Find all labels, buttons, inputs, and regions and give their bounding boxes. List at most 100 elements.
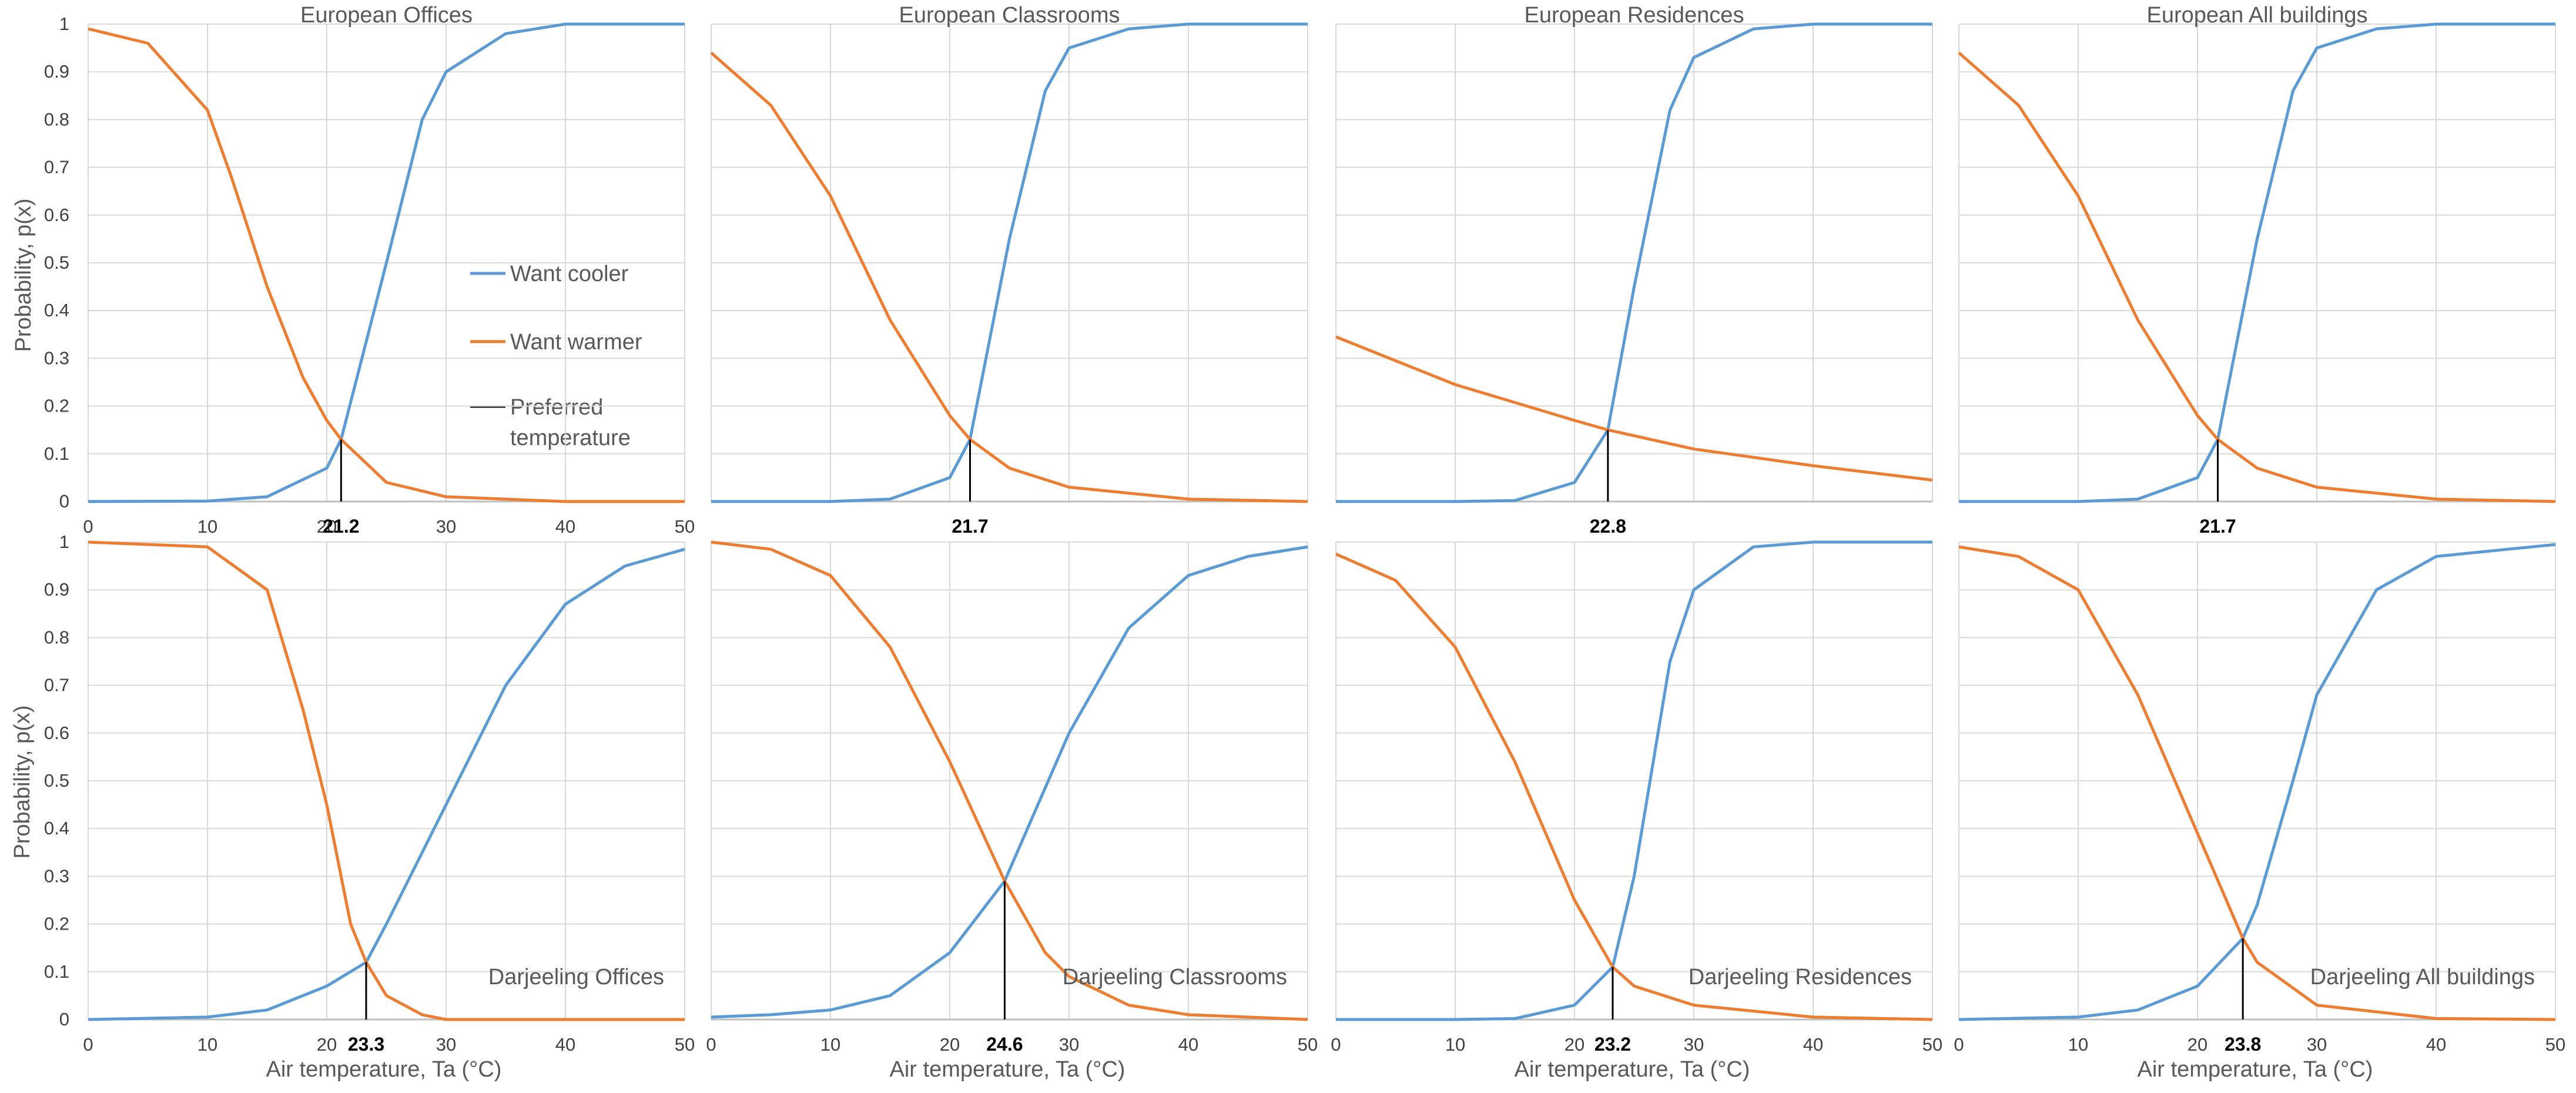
panel-7-title: Darjeeling Residences bbox=[1689, 965, 1912, 990]
panel-5-title: Darjeeling Offices bbox=[488, 965, 664, 990]
panel-5-x-tick-label: 0 bbox=[83, 1034, 93, 1055]
panel-1-y-tick-label: 0.3 bbox=[44, 347, 69, 368]
panel-1-y-tick-label: 0.9 bbox=[44, 61, 69, 82]
panel-2-title: European Classrooms bbox=[899, 3, 1120, 28]
legend-label-preferred-line1: Preferred bbox=[510, 395, 603, 420]
x-axis-title-3: Air temperature, Ta (°C) bbox=[1515, 1057, 1750, 1082]
panel-5-series-want-cooler bbox=[88, 547, 685, 1021]
panel-1-series-want-cooler bbox=[88, 22, 685, 503]
panel-1-x-tick-label: 40 bbox=[555, 516, 575, 537]
x-axis-title-1: Air temperature, Ta (°C) bbox=[266, 1057, 502, 1082]
panel-1-y-tick-label: 0.6 bbox=[44, 205, 69, 225]
panel-7-x-tick-label: 20 bbox=[1565, 1034, 1585, 1055]
panel-3-series-want-cooler bbox=[1336, 22, 1932, 503]
panel-5-preferred-label: 23.3 bbox=[348, 1034, 384, 1055]
panel-6: 0 10 20 30 40 50 24.6 Darjeeling Classrooms bbox=[706, 540, 1318, 1055]
panel-6-series-want-cooler bbox=[711, 545, 1308, 1019]
x-axis-title-4: Air temperature, Ta (°C) bbox=[2138, 1057, 2373, 1082]
panel-8-x-tick-label: 0 bbox=[1954, 1034, 1964, 1055]
panel-8-x-tick-label: 50 bbox=[2545, 1034, 2565, 1055]
panel-4-title: European All buildings bbox=[2146, 3, 2367, 28]
panel-6-x-tick-label: 0 bbox=[706, 1034, 716, 1055]
panel-3-preferred-label: 22.8 bbox=[1590, 516, 1626, 537]
panel-5-x-tick-label: 40 bbox=[555, 1034, 575, 1055]
panel-5-y-tick-label: 0.7 bbox=[44, 675, 69, 696]
panel-1-y-tick-label: 0 bbox=[59, 491, 69, 512]
panel-8-preferred-label: 23.8 bbox=[2225, 1034, 2261, 1055]
panel-1-y-tick-label: 0.2 bbox=[44, 396, 69, 416]
panel-1-x-tick-label: 50 bbox=[675, 516, 695, 537]
panel-8: 0 10 20 30 40 50 23.8 Darjeeling All buildings bbox=[1954, 542, 2565, 1055]
panel-5-y-tick-label: 1 bbox=[59, 532, 69, 552]
legend-label-preferred-line2: temperature bbox=[510, 426, 631, 450]
panel-5-y-tick-label: 0.1 bbox=[44, 961, 69, 982]
panel-1-title: European Offices bbox=[300, 3, 473, 28]
x-axis-title-2: Air temperature, Ta (°C) bbox=[890, 1057, 1125, 1082]
panel-8-x-tick-label: 10 bbox=[2068, 1034, 2088, 1055]
legend: Want cooler Want warmer Preferred temper… bbox=[470, 262, 642, 450]
panel-7-series-want-cooler bbox=[1336, 540, 1932, 1021]
panel-5-y-tick-label: 0.6 bbox=[44, 723, 69, 743]
panel-7-x-tick-label: 40 bbox=[1803, 1034, 1823, 1055]
panel-1-x-tick-label: 20 bbox=[317, 516, 337, 537]
panel-7: 0 10 20 30 40 50 23.2 Darjeeling Residences bbox=[1331, 540, 1942, 1055]
panel-6-x-tick-label: 30 bbox=[1059, 1034, 1079, 1055]
panel-6-preferred-label: 24.6 bbox=[986, 1034, 1023, 1055]
panel-1-preferred-label: 21.2 bbox=[323, 516, 359, 537]
panel-5-x-tick-label: 20 bbox=[317, 1034, 337, 1055]
panel-6-x-tick-label: 10 bbox=[820, 1034, 840, 1055]
panel-5-y-tick-label: 0.4 bbox=[44, 818, 69, 838]
panel-8-x-tick-label: 20 bbox=[2188, 1034, 2207, 1055]
panel-1-series-want-warmer bbox=[88, 27, 685, 503]
panel-1-y-tick-label: 0.4 bbox=[44, 300, 69, 320]
legend-label-cooler: Want cooler bbox=[510, 262, 629, 286]
panel-1-y-tick-label: 0.7 bbox=[44, 157, 69, 178]
panel-1-x-tick-label: 0 bbox=[83, 516, 93, 537]
panel-4-preferred-label: 21.7 bbox=[2199, 516, 2236, 537]
panel-8-title: Darjeeling All buildings bbox=[2310, 965, 2535, 990]
panel-7-series-want-warmer bbox=[1335, 553, 1933, 1021]
panel-5-x-tick-label: 30 bbox=[436, 1034, 456, 1055]
panel-5-series-want-warmer bbox=[88, 540, 685, 1021]
panel-7-x-tick-label: 50 bbox=[1922, 1034, 1942, 1055]
panel-7-preferred-label: 23.2 bbox=[1594, 1034, 1631, 1055]
panel-7-x-tick-label: 10 bbox=[1445, 1034, 1465, 1055]
panel-5-y-tick-label: 0.9 bbox=[44, 579, 69, 600]
y-axis-title-top: Probability, p(x) bbox=[11, 198, 36, 352]
panel-1-x-tick-label: 30 bbox=[436, 516, 456, 537]
panel-1-y-tick-label: 1 bbox=[59, 14, 69, 34]
panel-8-x-tick-label: 40 bbox=[2426, 1034, 2446, 1055]
panel-2-series-want-warmer bbox=[710, 51, 1308, 503]
panel-4-series-want-cooler bbox=[1959, 22, 2555, 503]
panel-3-title: European Residences bbox=[1525, 3, 1744, 28]
panel-1-y-tick-label: 0.8 bbox=[44, 109, 69, 129]
panel-8-x-tick-label: 30 bbox=[2307, 1034, 2327, 1055]
panel-1-x-tick-label: 10 bbox=[197, 516, 217, 537]
panel-5: 00.10.20.30.40.50.60.70.80.910 10 20 30 40 50… bbox=[44, 532, 695, 1055]
panel-1: 00.10.20.30.40.50.60.70.80.910 10 20 30 40 50… bbox=[44, 3, 695, 537]
panel-6-x-tick-label: 20 bbox=[940, 1034, 960, 1055]
panel-6-x-tick-label: 40 bbox=[1178, 1034, 1198, 1055]
panel-5-x-tick-label: 10 bbox=[197, 1034, 217, 1055]
panel-5-y-tick-label: 0.2 bbox=[44, 914, 69, 934]
panel-8-series-want-cooler bbox=[1958, 543, 2556, 1021]
panel-6-title: Darjeeling Classrooms bbox=[1063, 965, 1287, 990]
panel-5-y-tick-label: 0.5 bbox=[44, 770, 69, 791]
panel-5-y-tick-label: 0.8 bbox=[44, 627, 69, 647]
panel-3: 22.8 European Residences bbox=[1335, 3, 1933, 537]
panel-7-x-tick-label: 0 bbox=[1331, 1034, 1341, 1055]
panel-7-x-tick-label: 30 bbox=[1684, 1034, 1704, 1055]
panel-2-preferred-label: 21.7 bbox=[952, 516, 988, 537]
panel-2: 21.7 European Classrooms bbox=[710, 3, 1308, 537]
legend-label-warmer: Want warmer bbox=[510, 330, 642, 355]
panel-5-y-tick-label: 0 bbox=[59, 1009, 69, 1030]
panel-1-y-tick-label: 0.5 bbox=[44, 252, 69, 273]
panel-5-y-tick-label: 0.3 bbox=[44, 865, 69, 886]
panel-6-x-tick-label: 50 bbox=[1298, 1034, 1318, 1055]
y-axis-title-bottom: Probability, p(x) bbox=[10, 705, 35, 858]
panel-5-x-tick-label: 50 bbox=[675, 1034, 695, 1055]
panel-2-series-want-cooler bbox=[711, 22, 1308, 503]
panel-4-series-want-warmer bbox=[1958, 51, 2556, 503]
panel-8-series-want-warmer bbox=[1958, 545, 2556, 1021]
